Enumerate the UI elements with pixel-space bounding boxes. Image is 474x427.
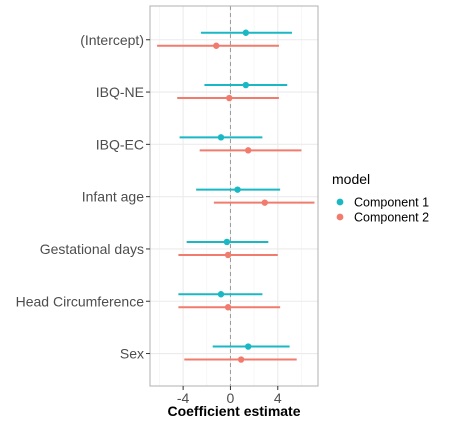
legend-title: model: [332, 171, 370, 187]
point-estimate: [223, 238, 231, 246]
legend-label: Component 1: [354, 196, 429, 210]
x-tick-label: 0: [227, 390, 235, 406]
point-estimate: [224, 304, 232, 311]
legend-key: [336, 213, 344, 221]
x-axis-title: Coefficient estimate: [167, 403, 300, 419]
y-axis-ticks: (Intercept) IBQ-NE IBQ-EC Infant age Gestati…: [16, 32, 150, 362]
x-axis-ticks: -4 0 4: [177, 386, 282, 406]
point-estimate: [213, 42, 220, 49]
y-tick-label: (Intercept): [80, 32, 144, 48]
point-estimate: [244, 147, 252, 154]
x-tick-label: -4: [177, 390, 190, 406]
point-estimate: [244, 343, 252, 350]
point-estimate: [224, 251, 232, 259]
legend-label: Component 2: [354, 211, 429, 225]
series-component-2: [157, 42, 315, 363]
point-estimate: [217, 291, 225, 298]
grid-lines: [150, 6, 318, 386]
y-tick-label: Infant age: [82, 189, 144, 205]
point-estimate: [242, 29, 250, 36]
y-tick-label: IBQ-EC: [96, 136, 144, 152]
y-tick-label: IBQ-NE: [96, 84, 144, 100]
point-estimate: [226, 94, 233, 102]
point-estimate: [217, 134, 225, 141]
x-tick-label: 4: [274, 390, 282, 406]
series-component-1: [178, 29, 292, 350]
point-estimate: [261, 199, 268, 206]
point-estimate: [234, 186, 241, 193]
y-tick-label: Sex: [120, 346, 144, 362]
point-estimate: [237, 356, 245, 363]
point-estimate: [242, 81, 250, 89]
data-series: [157, 29, 315, 363]
y-tick-label: Head Circumference: [16, 293, 145, 309]
y-tick-label: Gestational days: [40, 241, 144, 257]
legend-key: [336, 198, 344, 206]
panel-frame: [149, 5, 319, 387]
panel-border: [149, 5, 319, 387]
